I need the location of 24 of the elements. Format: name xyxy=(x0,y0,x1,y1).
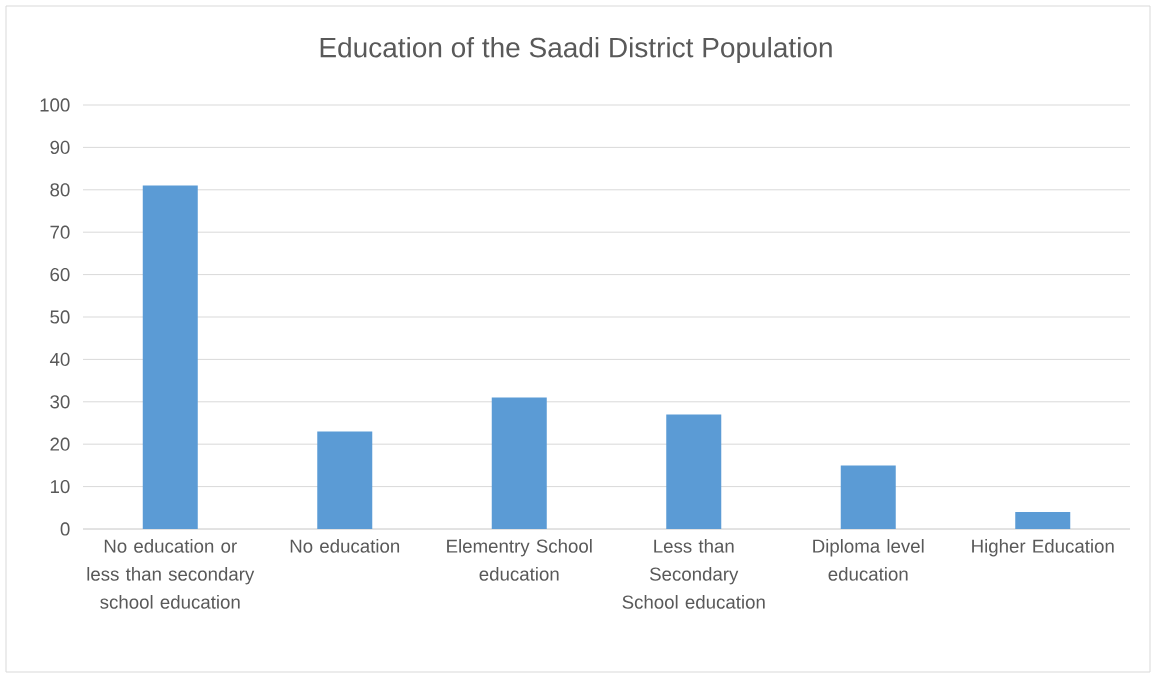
x-tick-label: Elementry School education xyxy=(447,539,592,581)
bar xyxy=(840,465,896,529)
y-tick-label: 70 xyxy=(50,225,70,239)
chart-title: Education of the Saadi District Population xyxy=(320,36,832,64)
y-tick-label: 10 xyxy=(50,479,70,494)
y-tick-label: 80 xyxy=(50,183,70,197)
x-tick-label: Diploma level education xyxy=(813,539,924,581)
y-tick-label: 50 xyxy=(50,310,70,324)
y-tick-label: 30 xyxy=(50,395,70,409)
x-tick-label: Less than Secondary School education xyxy=(622,539,765,609)
bar xyxy=(317,431,373,529)
y-tick-label: 40 xyxy=(49,352,70,366)
y-tick-label: 60 xyxy=(50,267,70,282)
bar xyxy=(491,397,547,529)
x-tick-label: No education or less than secondary school education xyxy=(87,539,255,609)
y-tick-label: 100 xyxy=(40,98,70,112)
y-tick-label: 90 xyxy=(50,140,70,155)
bar xyxy=(142,185,198,529)
y-tick-label: 0 xyxy=(60,522,70,536)
y-tick-label: 20 xyxy=(50,437,70,451)
bar xyxy=(666,414,722,529)
x-tick-label: No education xyxy=(290,539,400,553)
x-tick-label: Higher Education xyxy=(972,539,1114,557)
bar xyxy=(1015,512,1071,529)
